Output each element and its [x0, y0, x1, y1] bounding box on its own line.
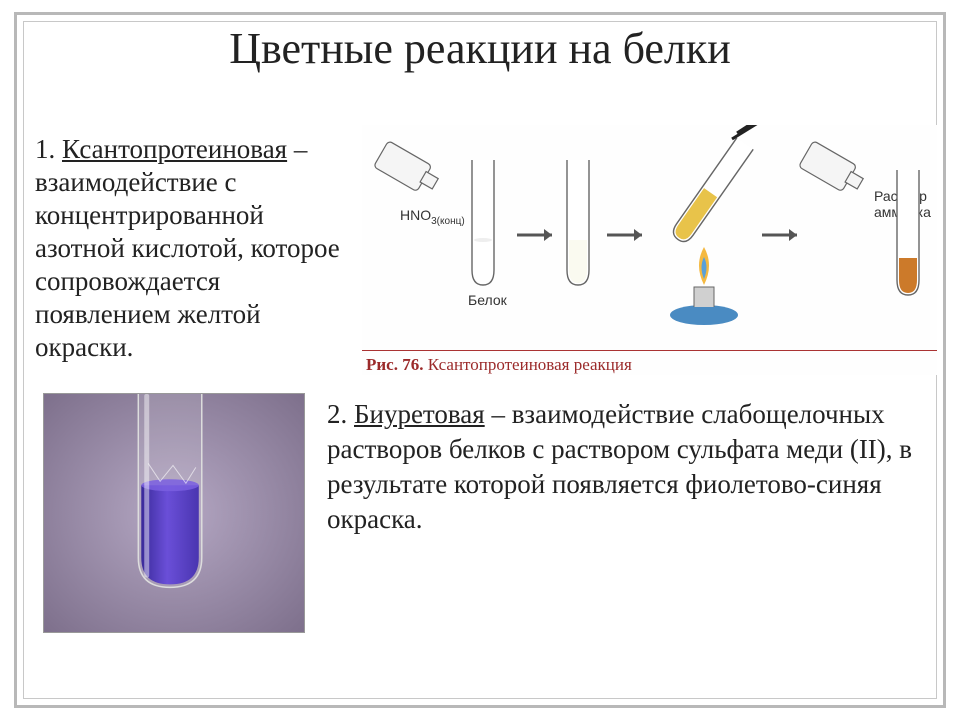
- xantho-diagram: HNO3(конц) Белок: [362, 125, 937, 375]
- reaction-1-text: 1. Ксантопротеиновая – взаимодействие с …: [35, 133, 345, 364]
- r1-num: 1.: [35, 134, 62, 164]
- diagram-caption: Рис. 76. Ксантопротеиновая реакция: [362, 355, 937, 375]
- r2-num: 2.: [327, 399, 354, 429]
- svg-text:HNO3(конц): HNO3(конц): [400, 207, 465, 227]
- r1-name: Ксантопротеиновая: [62, 134, 287, 164]
- diagram-svg: HNO3(конц) Белок: [362, 125, 937, 350]
- biuret-svg: [44, 394, 304, 632]
- diagram-caption-rule: Рис. 76. Ксантопротеиновая реакция: [362, 350, 937, 375]
- slide-title: Цветные реакции на белки: [17, 23, 943, 74]
- slide-frame: Цветные реакции на белки 1. Ксантопротеи…: [14, 12, 946, 708]
- reaction-2-text: 2. Биуретовая – взаимодействие слабощело…: [327, 397, 937, 537]
- biuret-photo: [43, 393, 305, 633]
- caption-prefix: Рис. 76.: [366, 355, 428, 374]
- caption-text: Ксантопротеиновая реакция: [428, 355, 632, 374]
- r2-name: Биуретовая: [354, 399, 485, 429]
- svg-text:Белок: Белок: [468, 292, 508, 308]
- r1-body: – взаимодействие с концентрированной азо…: [35, 134, 340, 362]
